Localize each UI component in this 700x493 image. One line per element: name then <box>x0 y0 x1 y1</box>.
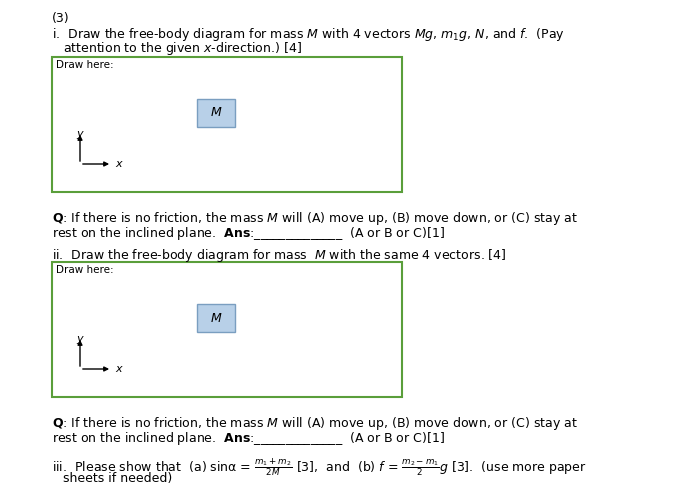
Text: attention to the given $x$-direction.) [4]: attention to the given $x$-direction.) [… <box>63 40 302 57</box>
Bar <box>52 262 402 397</box>
Text: $x$: $x$ <box>115 159 124 169</box>
Text: rest on the inclined plane.  $\mathbf{Ans}$:______________  (A or B or C)[1]: rest on the inclined plane. $\mathbf{Ans… <box>52 430 445 447</box>
Text: ii.  Draw the free-body diagram for mass  $M$ with the same 4 vectors. [4]: ii. Draw the free-body diagram for mass … <box>52 247 507 264</box>
Text: $x$: $x$ <box>115 364 124 374</box>
Text: (3): (3) <box>52 12 69 25</box>
Text: $\mathbf{Q}$: If there is no friction, the mass $M$ will (A) move up, (B) move d: $\mathbf{Q}$: If there is no friction, t… <box>52 210 578 227</box>
Text: $M$: $M$ <box>210 312 222 324</box>
Bar <box>197 304 235 332</box>
Text: $y$: $y$ <box>76 129 85 141</box>
Text: $y$: $y$ <box>76 334 85 346</box>
Text: Draw here:: Draw here: <box>56 60 113 70</box>
Text: iii.  Please show that  (a) sinα = $\frac{m_1+m_2}{2M}$ [3],  and  (b) $f$ = $\f: iii. Please show that (a) sinα = $\frac{… <box>52 457 587 479</box>
Text: rest on the inclined plane.  $\mathbf{Ans}$:______________  (A or B or C)[1]: rest on the inclined plane. $\mathbf{Ans… <box>52 225 445 242</box>
Text: $\mathbf{Q}$: If there is no friction, the mass $M$ will (A) move up, (B) move d: $\mathbf{Q}$: If there is no friction, t… <box>52 415 578 432</box>
Bar <box>197 99 235 127</box>
Text: sheets if needed): sheets if needed) <box>63 472 172 485</box>
Bar <box>52 57 402 192</box>
Text: i.  Draw the free-body diagram for mass $M$ with 4 vectors $Mg$, $m_1g$, $N$, an: i. Draw the free-body diagram for mass $… <box>52 26 565 43</box>
Text: Draw here:: Draw here: <box>56 265 113 275</box>
Text: $M$: $M$ <box>210 106 222 119</box>
